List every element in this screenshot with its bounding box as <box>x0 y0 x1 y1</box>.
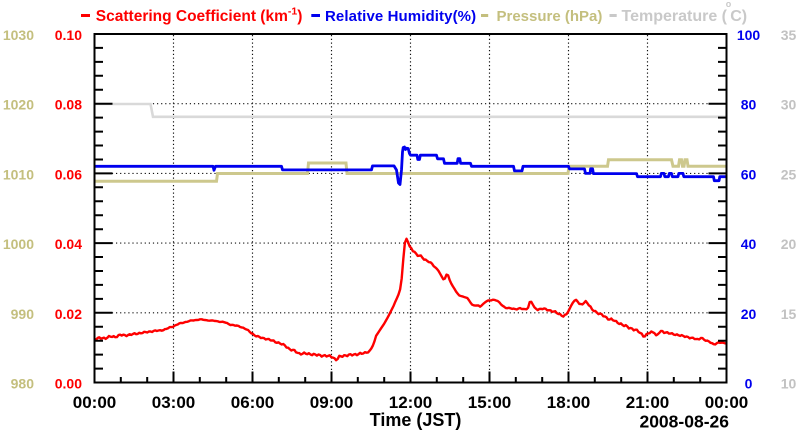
svg-text:30: 30 <box>781 97 797 113</box>
svg-text:60: 60 <box>741 166 757 182</box>
svg-text:40: 40 <box>741 236 757 252</box>
svg-text:0.04: 0.04 <box>55 236 82 252</box>
svg-text:0.00: 0.00 <box>55 376 82 392</box>
svg-text:1010: 1010 <box>3 166 34 182</box>
svg-text:0.10: 0.10 <box>55 27 82 43</box>
svg-text:15: 15 <box>781 306 797 322</box>
svg-text:1020: 1020 <box>3 97 34 113</box>
svg-text:990: 990 <box>11 306 35 322</box>
svg-text:0.02: 0.02 <box>55 306 82 322</box>
svg-text:03:00: 03:00 <box>152 393 195 412</box>
svg-text:00:00: 00:00 <box>73 393 116 412</box>
svg-text:0: 0 <box>745 376 753 392</box>
svg-text:Scattering Coefficient (km-1): Scattering Coefficient (km-1) <box>96 6 303 26</box>
svg-text:980: 980 <box>11 376 35 392</box>
svg-text:15:00: 15:00 <box>468 393 511 412</box>
svg-text:0.08: 0.08 <box>55 97 82 113</box>
svg-text:09:00: 09:00 <box>310 393 353 412</box>
svg-text:25: 25 <box>781 166 797 182</box>
svg-text:20: 20 <box>781 236 797 252</box>
svg-text:20: 20 <box>741 306 757 322</box>
svg-text:Relative Humidity(%): Relative Humidity(%) <box>325 8 476 25</box>
svg-text:Temperature (: Temperature ( <box>622 8 728 25</box>
svg-text:00:00: 00:00 <box>705 393 748 412</box>
svg-text:C): C) <box>730 8 747 25</box>
svg-text:Time (JST): Time (JST) <box>370 410 462 430</box>
svg-text:Pressure (hPa): Pressure (hPa) <box>497 8 603 25</box>
svg-text:1030: 1030 <box>3 27 34 43</box>
svg-text:10: 10 <box>781 376 797 392</box>
svg-text:06:00: 06:00 <box>231 393 274 412</box>
svg-text:2008-08-26: 2008-08-26 <box>639 412 729 432</box>
svg-text:100: 100 <box>737 27 761 43</box>
svg-text:0.06: 0.06 <box>55 166 82 182</box>
svg-text:80: 80 <box>741 97 757 113</box>
svg-text:o: o <box>726 0 732 9</box>
svg-text:12:00: 12:00 <box>389 393 432 412</box>
svg-text:18:00: 18:00 <box>547 393 590 412</box>
svg-text:21:00: 21:00 <box>626 393 669 412</box>
svg-text:1000: 1000 <box>3 236 34 252</box>
svg-text:35: 35 <box>781 27 797 43</box>
